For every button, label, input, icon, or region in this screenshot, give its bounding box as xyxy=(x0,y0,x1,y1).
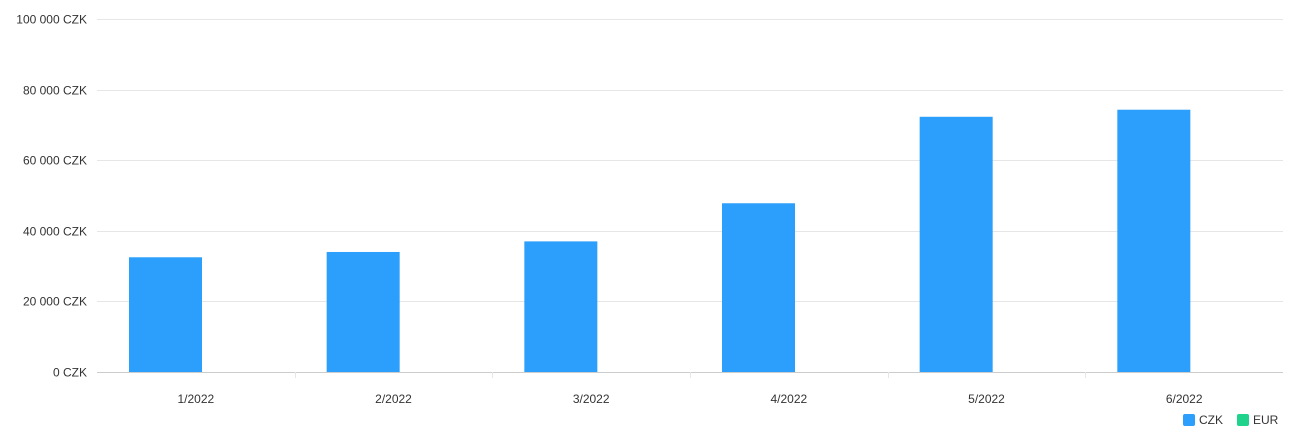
x-tick-label: 2/2022 xyxy=(375,392,412,406)
x-tick-label: 1/2022 xyxy=(177,392,214,406)
x-tick-label: 4/2022 xyxy=(770,392,807,406)
y-tick-label: 60 000 CZK xyxy=(23,154,87,168)
y-tick-label: 40 000 CZK xyxy=(23,225,87,239)
y-tick-label: 20 000 CZK xyxy=(23,295,87,309)
y-tick-label: 0 CZK xyxy=(53,366,87,380)
legend-label: CZK xyxy=(1199,413,1223,427)
bar-czk[interactable] xyxy=(129,257,202,372)
bar-czk[interactable] xyxy=(326,251,400,372)
bar-czk[interactable] xyxy=(722,203,795,372)
bars xyxy=(129,109,1191,372)
y-tick-label: 80 000 CZK xyxy=(23,84,87,98)
x-axis xyxy=(97,372,1283,378)
legend-swatch xyxy=(1237,414,1249,426)
bar-czk[interactable] xyxy=(1117,109,1191,372)
bar-czk[interactable] xyxy=(919,116,993,372)
legend-swatch xyxy=(1183,414,1195,426)
x-tick-label: 6/2022 xyxy=(1166,392,1203,406)
x-tick-label: 5/2022 xyxy=(968,392,1005,406)
legend-item[interactable]: CZK xyxy=(1183,413,1223,427)
y-axis-labels: 0 CZK 20 000 CZK 40 000 CZK 60 000 CZK 80 00… xyxy=(16,13,87,380)
x-axis-labels: 1/2022 2/2022 3/2022 4/2022 5/2022 6/2022 xyxy=(177,392,1202,406)
grid-lines xyxy=(97,19,1283,302)
legend-label: EUR xyxy=(1253,413,1279,427)
x-tick-label: 3/2022 xyxy=(573,392,610,406)
y-tick-label: 100 000 CZK xyxy=(16,13,87,27)
legend-item[interactable]: EUR xyxy=(1237,413,1279,427)
bar-czk[interactable] xyxy=(524,241,598,372)
legend: CZK EUR xyxy=(1183,413,1279,427)
